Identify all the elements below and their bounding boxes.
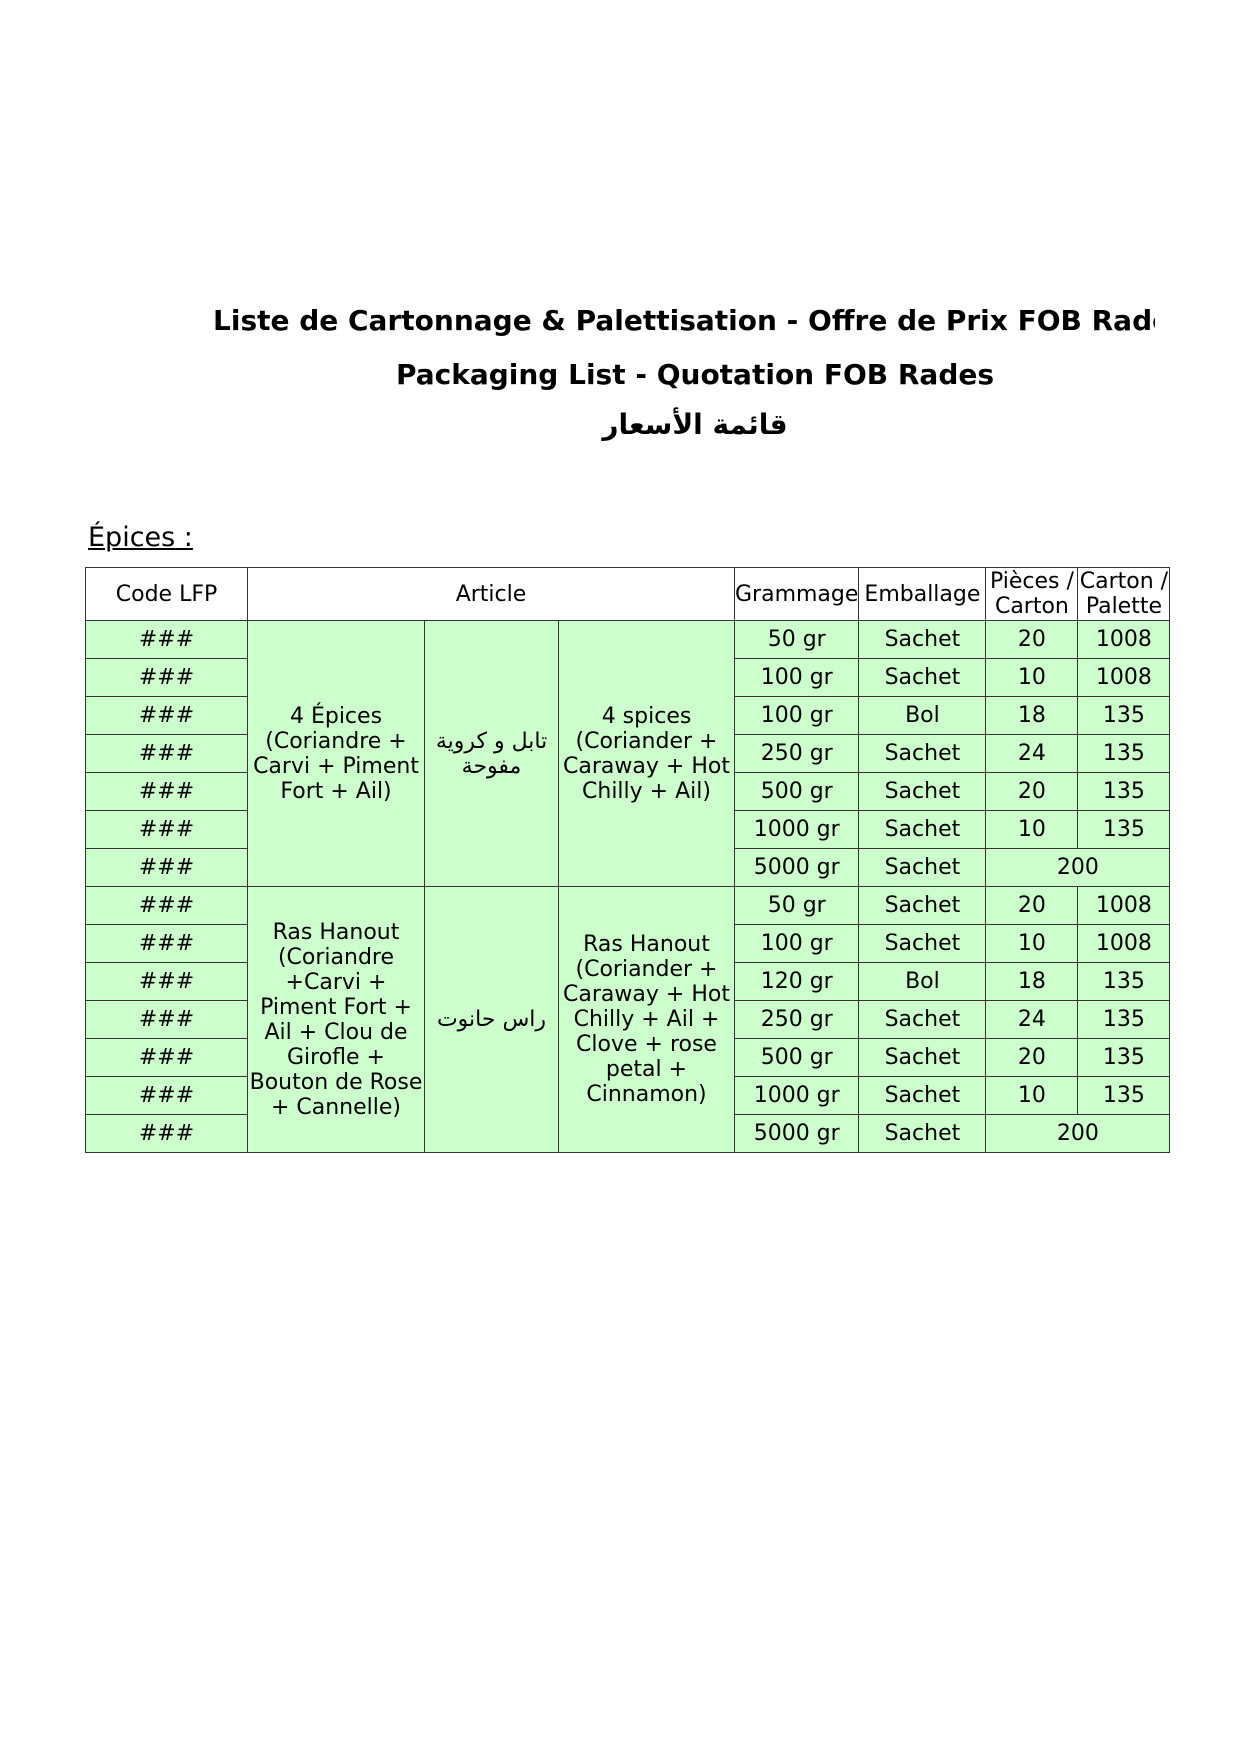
emballage-cell: Sachet (858, 772, 987, 811)
code-cell: ### (85, 848, 248, 887)
header-emballage: Emballage (858, 567, 987, 621)
carton-cell: 135 (1077, 1076, 1171, 1115)
carton-cell: 135 (1077, 1038, 1171, 1077)
article-en: 4 spices (Coriander + Caraway + Hot Chil… (558, 620, 735, 887)
grammage-cell: 50 gr (733, 620, 860, 659)
grammage-cell: 5000 gr (733, 848, 860, 887)
pieces-cell: 10 (985, 924, 1079, 963)
header-code: Code LFP (85, 567, 248, 621)
section-heading: Épices : (88, 522, 193, 553)
article-ar: تابل و كروية مفوحة (424, 620, 559, 887)
pieces-cell: 20 (985, 620, 1079, 659)
carton-cell: 1008 (1077, 886, 1171, 925)
title-en: Packaging List - Quotation FOB Rades (395, 358, 995, 391)
title-ar: قائمة الأسعار (602, 408, 788, 441)
table-row: ### 5000 gr Sachet 200 (85, 1114, 1171, 1153)
title-fr: Liste de Cartonnage & Palettisation - Of… (213, 304, 1155, 337)
table-row: ### 5000 gr Sachet 200 (85, 848, 1171, 887)
table-row: ### Ras Hanout (Coriandre +Carvi + Piment… (85, 886, 1171, 1153)
pieces-cell: 10 (985, 658, 1079, 697)
article-fr: Ras Hanout (Coriandre +Carvi + Piment Fo… (247, 886, 425, 1153)
grammage-cell: 50 gr (733, 886, 860, 925)
code-cell: ### (85, 696, 248, 735)
pieces-cell: 10 (985, 810, 1079, 849)
carton-palette-cell: 200 (985, 1114, 1171, 1153)
table-row: ### 250 gr Sachet 24 135 (85, 1000, 1171, 1039)
pieces-cell: 20 (985, 772, 1079, 811)
grammage-cell: 5000 gr (733, 1114, 860, 1153)
table-row: ### 100 gr Sachet 10 1008 (85, 658, 1171, 697)
emballage-cell: Sachet (858, 1076, 987, 1115)
carton-cell: 135 (1077, 810, 1171, 849)
grammage-cell: 100 gr (733, 924, 860, 963)
carton-cell: 135 (1077, 734, 1171, 773)
header-pieces: Pièces / Carton (985, 567, 1079, 621)
code-cell: ### (85, 734, 248, 773)
pieces-cell: 10 (985, 1076, 1079, 1115)
grammage-cell: 100 gr (733, 658, 860, 697)
emballage-cell: Sachet (858, 658, 987, 697)
code-cell: ### (85, 1000, 248, 1039)
header-grammage: Grammage (733, 567, 860, 621)
code-cell: ### (85, 810, 248, 849)
carton-cell: 1008 (1077, 658, 1171, 697)
grammage-cell: 1000 gr (733, 810, 860, 849)
emballage-cell: Sachet (858, 848, 987, 887)
pieces-cell: 20 (985, 886, 1079, 925)
pieces-cell: 18 (985, 696, 1079, 735)
table-row: ### 500 gr Sachet 20 135 (85, 1038, 1171, 1077)
emballage-cell: Sachet (858, 810, 987, 849)
grammage-cell: 120 gr (733, 962, 860, 1001)
code-cell: ### (85, 772, 248, 811)
emballage-cell: Sachet (858, 1114, 987, 1153)
pieces-cell: 20 (985, 1038, 1079, 1077)
header-row: Code LFP Article Grammage Emballage Pièc… (85, 567, 1171, 621)
table-row: ### 4 Épices (Coriandre + Carvi + Piment … (85, 620, 1171, 887)
article-en: Ras Hanout (Coriander + Caraway + Hot Ch… (558, 886, 735, 1153)
emballage-cell: Sachet (858, 886, 987, 925)
packaging-table: Code LFP Article Grammage Emballage Pièc… (85, 567, 1171, 1153)
pieces-cell: 24 (985, 734, 1079, 773)
code-cell: ### (85, 962, 248, 1001)
emballage-cell: Sachet (858, 734, 987, 773)
code-cell: ### (85, 886, 248, 925)
header-carton: Carton / Palette (1077, 567, 1171, 621)
emballage-cell: Sachet (858, 1038, 987, 1077)
code-cell: ### (85, 924, 248, 963)
grammage-cell: 100 gr (733, 696, 860, 735)
emballage-cell: Sachet (858, 1000, 987, 1039)
grammage-cell: 250 gr (733, 1000, 860, 1039)
emballage-cell: Sachet (858, 924, 987, 963)
table-row: ### 500 gr Sachet 20 135 (85, 772, 1171, 811)
grammage-cell: 500 gr (733, 772, 860, 811)
grammage-cell: 250 gr (733, 734, 860, 773)
carton-cell: 1008 (1077, 924, 1171, 963)
code-cell: ### (85, 1076, 248, 1115)
carton-cell: 135 (1077, 962, 1171, 1001)
code-cell: ### (85, 1114, 248, 1153)
grammage-cell: 500 gr (733, 1038, 860, 1077)
code-cell: ### (85, 1038, 248, 1077)
article-ar: راس حانوت (424, 886, 559, 1153)
pieces-cell: 24 (985, 1000, 1079, 1039)
carton-cell: 135 (1077, 1000, 1171, 1039)
article-fr: 4 Épices (Coriandre + Carvi + Piment For… (247, 620, 425, 887)
carton-palette-cell: 200 (985, 848, 1171, 887)
table-row: ### 1000 gr Sachet 10 135 (85, 810, 1171, 849)
table-row: ### 1000 gr Sachet 10 135 (85, 1076, 1171, 1115)
header-article: Article (247, 567, 735, 621)
table-row: ### 100 gr Sachet 10 1008 (85, 924, 1171, 963)
carton-cell: 135 (1077, 772, 1171, 811)
carton-cell: 135 (1077, 696, 1171, 735)
emballage-cell: Bol (858, 962, 987, 1001)
table-row: ### 100 gr Bol 18 135 (85, 696, 1171, 735)
emballage-cell: Bol (858, 696, 987, 735)
pieces-cell: 18 (985, 962, 1079, 1001)
code-cell: ### (85, 658, 248, 697)
emballage-cell: Sachet (858, 620, 987, 659)
grammage-cell: 1000 gr (733, 1076, 860, 1115)
carton-cell: 1008 (1077, 620, 1171, 659)
code-cell: ### (85, 620, 248, 659)
